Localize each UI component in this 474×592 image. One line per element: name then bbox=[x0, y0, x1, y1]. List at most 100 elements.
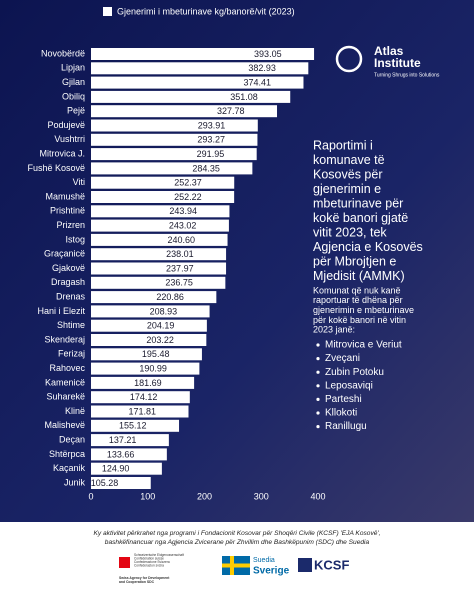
heading-line: gjenerimin e bbox=[313, 182, 381, 196]
bar bbox=[91, 462, 162, 475]
missing-municipality: Mitrovica e Veriut bbox=[325, 340, 402, 351]
missing-municipality: Zubin Potoku bbox=[325, 367, 384, 378]
bar bbox=[91, 262, 227, 275]
y-tick-label: Novobërdë bbox=[41, 48, 85, 58]
y-tick-label: Pejë bbox=[67, 106, 85, 116]
bar bbox=[91, 434, 169, 447]
bar bbox=[91, 276, 226, 289]
bar bbox=[91, 191, 235, 203]
swiss-text: Schweizerische Eidgenossenschaft bbox=[134, 553, 184, 557]
heading-line: Agjencia e Kosovës bbox=[313, 240, 423, 254]
y-tick-label: Podujevë bbox=[47, 120, 85, 130]
bar bbox=[91, 48, 315, 60]
y-tick-label: Skenderaj bbox=[44, 334, 85, 344]
y-tick-label: Rahovec bbox=[49, 363, 85, 373]
value-label: 133.66 bbox=[107, 449, 135, 459]
value-label: 237.97 bbox=[166, 263, 194, 273]
y-tick-label: Prishtinë bbox=[50, 206, 85, 216]
y-tick-label: Malishevë bbox=[44, 420, 85, 430]
y-tick-label: Lipjan bbox=[61, 63, 85, 73]
y-tick-label: Ferizaj bbox=[58, 349, 85, 359]
value-label: 238.01 bbox=[166, 249, 194, 259]
value-label: 124.90 bbox=[102, 464, 130, 474]
value-label: 243.02 bbox=[169, 220, 197, 230]
bar bbox=[91, 348, 202, 361]
y-tick-label: Prizren bbox=[56, 220, 85, 230]
bullet bbox=[316, 397, 320, 401]
value-label: 208.93 bbox=[150, 306, 178, 316]
value-label: 155.12 bbox=[119, 421, 147, 431]
swiss-text: Confederaziun svizra bbox=[134, 564, 164, 568]
bar bbox=[91, 448, 167, 461]
y-tick-label: Shtërpca bbox=[49, 449, 85, 459]
bar bbox=[91, 319, 207, 332]
logo-name: Atlas bbox=[374, 44, 404, 58]
x-tick-label: 0 bbox=[88, 491, 93, 501]
bar bbox=[91, 233, 228, 246]
heading-line: për Mbrojtjen e bbox=[313, 254, 396, 268]
value-label: 181.69 bbox=[134, 378, 162, 388]
y-tick-label: Klinë bbox=[65, 406, 85, 416]
bar bbox=[91, 391, 190, 404]
logo-tagline: Turning Shrugs into Solutions bbox=[374, 72, 440, 78]
y-tick-label: Suharekë bbox=[46, 392, 85, 402]
missing-municipality: Kllokoti bbox=[325, 408, 357, 419]
y-tick-label: Viti bbox=[73, 177, 85, 187]
value-label: 252.37 bbox=[174, 178, 202, 188]
value-label: 220.86 bbox=[156, 292, 184, 302]
bar bbox=[91, 90, 291, 103]
missing-municipality: Ranillugu bbox=[325, 421, 367, 432]
value-label: 293.27 bbox=[197, 135, 225, 145]
heading-line: Raportimi i bbox=[313, 138, 373, 152]
y-tick-label: Dragash bbox=[51, 277, 85, 287]
y-tick-label: Fushë Kosovë bbox=[27, 163, 85, 173]
heading-line: komunave të bbox=[313, 153, 385, 167]
value-label: 351.08 bbox=[230, 92, 258, 102]
y-tick-label: Shtime bbox=[57, 320, 85, 330]
value-label: 203.22 bbox=[146, 335, 174, 345]
bar bbox=[91, 133, 258, 146]
bullet bbox=[316, 384, 320, 388]
bar bbox=[91, 305, 210, 318]
missing-municipality: Leposaviqi bbox=[325, 380, 373, 391]
missing-municipality: Parteshi bbox=[325, 394, 362, 405]
bar bbox=[91, 76, 304, 89]
y-tick-label: Istog bbox=[65, 234, 85, 244]
note-line: 2023 janë: bbox=[313, 325, 355, 335]
heading-line: vitit 2023, tek bbox=[313, 225, 387, 239]
bar bbox=[91, 176, 235, 189]
bar bbox=[91, 205, 230, 218]
bar bbox=[91, 362, 200, 375]
bar bbox=[91, 162, 253, 175]
missing-municipality: Zveçani bbox=[325, 353, 360, 364]
y-tick-label: Gjilan bbox=[62, 77, 85, 87]
value-label: 252.22 bbox=[174, 192, 202, 202]
swiss-agency: and Cooperation SDC bbox=[119, 580, 155, 584]
value-label: 236.75 bbox=[165, 278, 193, 288]
value-label: 204.19 bbox=[147, 321, 175, 331]
sweden-text: Sverige bbox=[253, 566, 290, 577]
value-label: 137.21 bbox=[109, 435, 137, 445]
value-label: 382.93 bbox=[248, 63, 276, 73]
logo-name: Institute bbox=[374, 56, 421, 70]
value-label: 240.60 bbox=[168, 235, 196, 245]
bar bbox=[91, 405, 189, 418]
bar bbox=[91, 376, 195, 389]
legend-swatch bbox=[103, 7, 112, 16]
bullet bbox=[316, 411, 320, 415]
value-label: 284.35 bbox=[192, 163, 220, 173]
footer-text: bashkëfinancuar nga Agjencia Zvicerane p… bbox=[105, 539, 370, 546]
value-label: 243.94 bbox=[169, 206, 197, 216]
y-tick-label: Deçan bbox=[59, 434, 85, 444]
value-label: 291.95 bbox=[197, 149, 225, 159]
heading-line: Kosovës për bbox=[313, 167, 382, 181]
y-tick-label: Mamushë bbox=[45, 191, 85, 201]
value-label: 293.91 bbox=[198, 120, 226, 130]
footer-text: Ky aktivitet përkrahet nga programi i Fo… bbox=[93, 530, 380, 537]
y-tick-label: Kaçanik bbox=[53, 463, 86, 473]
sweden-cross bbox=[222, 563, 250, 568]
swiss-agency: Swiss Agency for Development bbox=[119, 576, 170, 580]
bar bbox=[91, 477, 151, 489]
value-label: 174.12 bbox=[130, 392, 158, 402]
y-tick-label: Graçanicë bbox=[44, 249, 85, 259]
